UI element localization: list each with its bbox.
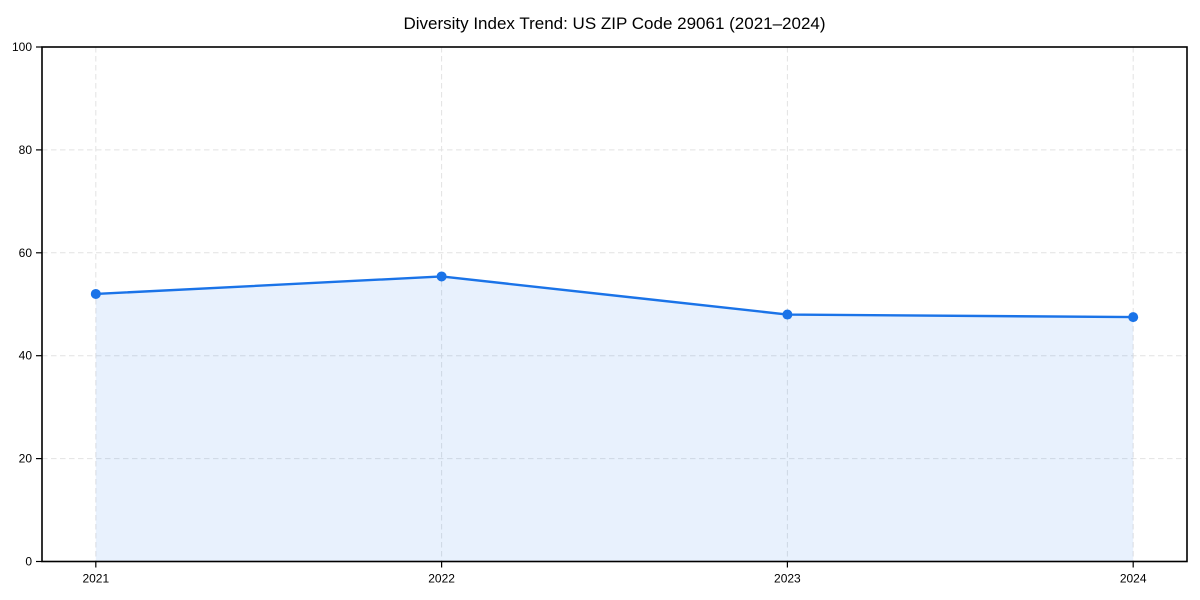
y-tick-label: 80 [19, 143, 33, 157]
y-tick-label: 20 [19, 452, 33, 466]
plot-border [41, 46, 1188, 563]
x-tick-label: 2021 [82, 572, 109, 586]
area-fill [95, 276, 1134, 562]
data-point-2023 [782, 309, 793, 320]
x-tick-label: 2022 [428, 572, 455, 586]
y-tick-label: 60 [19, 246, 33, 260]
x-tick-label: 2024 [1120, 572, 1147, 586]
trend-line [94, 275, 1135, 319]
data-point-2021 [90, 288, 101, 299]
y-tick-label: 100 [12, 40, 32, 54]
y-tick-label: 40 [19, 349, 33, 363]
x-tick-label: 2023 [774, 572, 801, 586]
data-point-2024 [1128, 312, 1139, 323]
chart-title: Diversity Index Trend: US ZIP Code 29061… [403, 14, 826, 33]
data-point-2022 [436, 271, 447, 282]
y-tick-label: 0 [25, 555, 32, 569]
